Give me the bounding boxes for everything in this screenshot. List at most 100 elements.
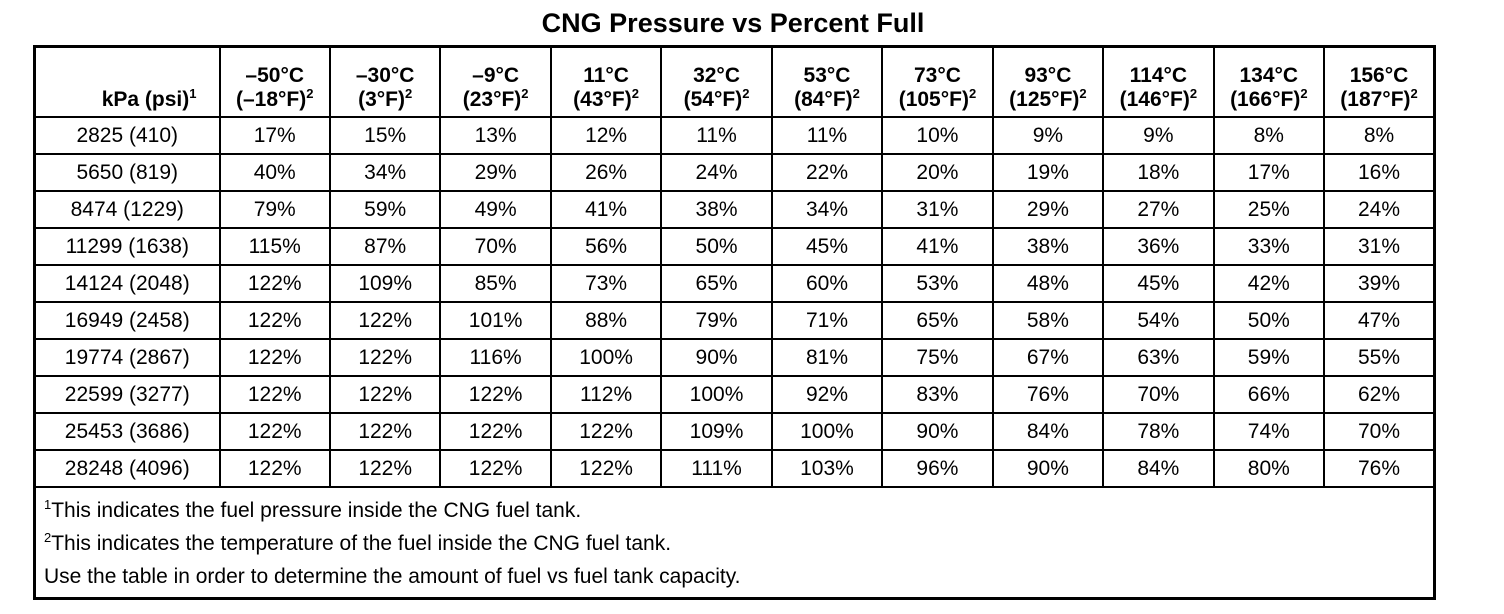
percent-cell: 10% (881, 116, 994, 155)
percent-cell: 11% (770, 116, 884, 155)
percent-cell: 84% (991, 412, 1105, 451)
percent-cell: 111% (660, 449, 773, 488)
celsius: 156°C (1349, 63, 1409, 87)
percent-cell: 47% (1323, 301, 1436, 340)
percent-cell: 31% (1323, 227, 1436, 266)
row-label: 5650 (819) (33, 153, 221, 192)
column-note: 2 (1189, 85, 1198, 101)
percent-cell: 79% (660, 301, 773, 340)
data-row: 19774 (2867) 122% 122% 116% 100% 90% 81% 75% 67%… (33, 338, 1436, 377)
column-header: 53°C (84°F)2 (770, 45, 884, 118)
percent-cell: 122% (328, 412, 442, 451)
percent-cell: 31% (881, 190, 994, 229)
percent-cell: 66% (1212, 375, 1326, 414)
percent-cell: 34% (770, 190, 884, 229)
percent-cell: 8% (1323, 116, 1436, 155)
percent-cell: 54% (1102, 301, 1215, 340)
percent-cell: 90% (881, 412, 994, 451)
fahrenheit: (146°F) (1119, 87, 1190, 111)
celsius: 32°C (693, 63, 740, 87)
percent-cell: 49% (439, 190, 552, 229)
percent-cell: 122% (328, 338, 442, 377)
fahrenheit: (166°F) (1230, 87, 1301, 111)
percent-cell: 17% (1212, 153, 1326, 192)
percent-cell: 55% (1323, 338, 1436, 377)
celsius: –9°C (472, 63, 520, 87)
percent-cell: 9% (991, 116, 1105, 155)
column-note: 2 (631, 85, 639, 101)
column-note: 2 (1410, 85, 1418, 101)
column-header: 73°C (105°F)2 (881, 45, 994, 118)
percent-cell: 39% (1323, 264, 1436, 303)
percent-cell: 40% (218, 153, 331, 192)
percent-cell: 33% (1212, 227, 1326, 266)
row-label: 16949 (2458) (33, 301, 221, 340)
percent-cell: 79% (218, 190, 331, 229)
percent-cell: 122% (328, 375, 442, 414)
footnote-text: This indicates the temperature of the fu… (51, 532, 672, 555)
percent-cell: 90% (991, 449, 1105, 488)
percent-cell: 83% (881, 375, 994, 414)
celsius: 93°C (1024, 63, 1072, 87)
percent-cell: 78% (1102, 412, 1215, 451)
percent-cell: 70% (1102, 375, 1215, 414)
percent-cell: 65% (660, 264, 773, 303)
percent-cell: 41% (881, 227, 994, 266)
celsius: –30°C (355, 63, 415, 87)
percent-cell: 56% (549, 227, 663, 266)
percent-cell: 122% (218, 449, 331, 488)
percent-cell: 42% (1212, 264, 1326, 303)
fahrenheit: (43°F) (573, 87, 632, 111)
percent-cell: 122% (549, 449, 663, 488)
percent-cell: 73% (549, 264, 663, 303)
footnote: 1This indicates the fuel pressure inside… (44, 494, 1433, 527)
percent-cell: 45% (1102, 264, 1215, 303)
column-note: 2 (521, 85, 529, 101)
percent-cell: 50% (1212, 301, 1326, 340)
column-note: 2 (1079, 85, 1087, 101)
data-row: 2825 (410) 17% 15% 13% 12% 11% 11% 10% 9% 9% 8% 8% (33, 116, 1436, 155)
column-note: 2 (968, 85, 977, 101)
row-label: 8474 (1229) (33, 190, 221, 229)
percent-cell: 65% (881, 301, 994, 340)
celsius: 134°C (1239, 63, 1299, 87)
fahrenheit: (105°F) (898, 87, 969, 111)
column-header: –9°C (23°F)2 (439, 45, 552, 118)
percent-cell: 25% (1212, 190, 1326, 229)
column-note: 2 (852, 85, 860, 101)
column-header: –30°C (3°F)2 (328, 45, 442, 118)
data-row: 11299 (1638) 115% 87% 70% 56% 50% 45% 41% 38% 36%… (33, 227, 1436, 266)
percent-cell: 92% (770, 375, 884, 414)
percent-cell: 75% (881, 338, 994, 377)
percent-cell: 100% (549, 338, 663, 377)
percent-cell: 122% (218, 338, 331, 377)
percent-cell: 122% (218, 412, 331, 451)
percent-cell: 48% (991, 264, 1105, 303)
percent-cell: 62% (1323, 375, 1436, 414)
percent-cell: 81% (770, 338, 884, 377)
column-header: 93°C (125°F)2 (991, 45, 1105, 118)
column-header: –50°C (–18°F)2 (218, 45, 331, 118)
fahrenheit: (54°F) (683, 87, 743, 111)
percent-cell: 20% (881, 153, 994, 192)
celsius: 114°C (1129, 63, 1188, 87)
percent-cell: 74% (1212, 412, 1326, 451)
percent-cell: 59% (328, 190, 442, 229)
data-row: 8474 (1229) 79% 59% 49% 41% 38% 34% 31% 29% 27% 25… (33, 190, 1436, 229)
corner-note: 1 (189, 85, 197, 101)
percent-cell: 70% (1323, 412, 1436, 451)
row-label: 14124 (2048) (33, 264, 221, 303)
percent-cell: 67% (991, 338, 1105, 377)
data-row: 14124 (2048) 122% 109% 85% 73% 65% 60% 53% 48% 45… (33, 264, 1436, 303)
percent-cell: 13% (439, 116, 552, 155)
corner-text: kPa (psi) (101, 87, 190, 111)
percent-cell: 80% (1212, 449, 1326, 488)
percent-cell: 36% (1102, 227, 1215, 266)
percent-cell: 84% (1102, 449, 1215, 488)
percent-cell: 38% (660, 190, 773, 229)
footnote: 2This indicates the temperature of the f… (44, 527, 1433, 560)
percent-cell: 122% (218, 301, 331, 340)
column-note: 2 (1300, 85, 1308, 101)
percent-cell: 50% (660, 227, 773, 266)
column-header: 134°C (166°F)2 (1212, 45, 1326, 118)
